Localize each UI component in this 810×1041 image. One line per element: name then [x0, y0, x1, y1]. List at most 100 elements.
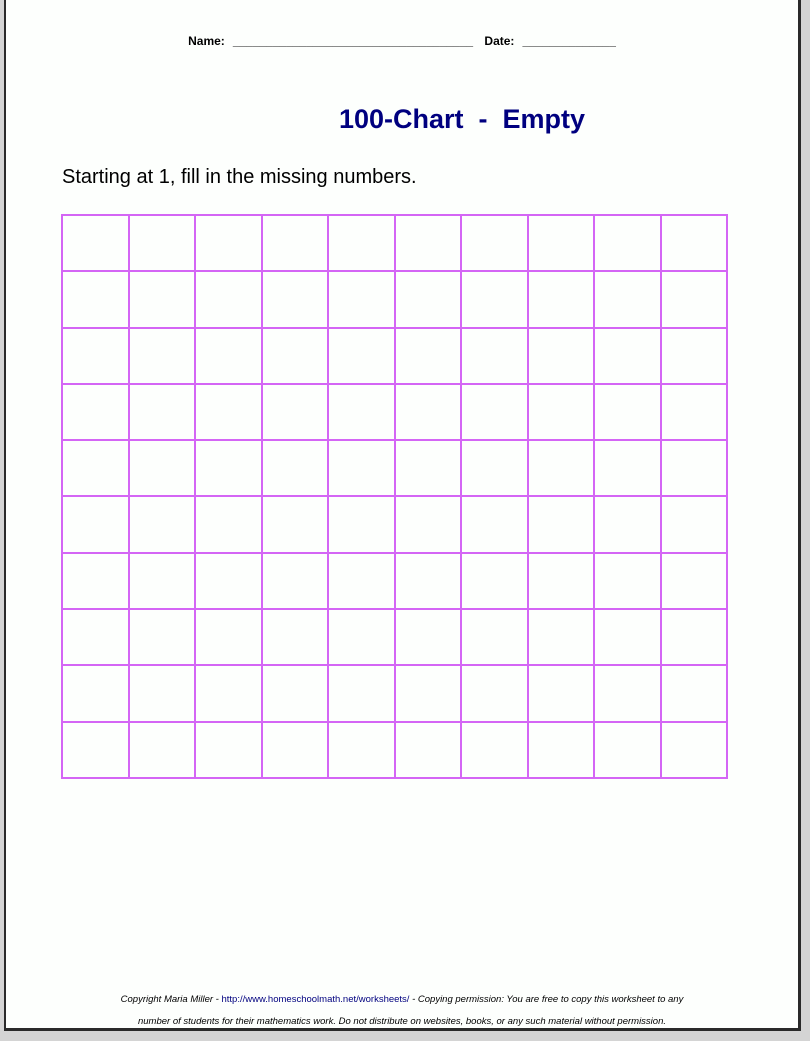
grid-cell: [593, 664, 662, 723]
date-blank: ______________: [522, 34, 616, 48]
grid-cell: [260, 720, 329, 779]
grid-cell: [393, 664, 462, 723]
grid-cell: [460, 213, 529, 273]
grid-cell: [327, 326, 396, 385]
grid-cell: [593, 608, 662, 667]
name-blank: ____________________________________: [232, 34, 474, 48]
grid-cell: [194, 720, 263, 779]
grid-cell: [194, 608, 263, 667]
grid-cell: [460, 664, 529, 723]
grid-cell: [460, 495, 529, 554]
grid-cell: [393, 439, 462, 498]
grid-cell: [260, 326, 329, 385]
grid-cell: [61, 664, 130, 723]
grid-row: [61, 326, 728, 385]
instructions: Starting at 1, fill in the missing numbe…: [62, 166, 417, 188]
grid-cell: [327, 608, 396, 667]
grid-cell: [593, 551, 662, 611]
worksheet-page: Name: ___________________________________…: [4, 0, 801, 1031]
grid-cell: [61, 439, 130, 498]
grid-cell: [393, 213, 462, 273]
grid-cell: [327, 270, 396, 329]
grid-cell: [659, 270, 728, 329]
grid-cell: [526, 608, 595, 667]
grid-cell: [659, 608, 728, 667]
grid-cell: [526, 326, 595, 385]
grid-cell: [194, 213, 263, 273]
grid-cell: [61, 213, 130, 273]
grid-cell: [327, 551, 396, 611]
grid-cell: [327, 439, 396, 498]
grid-cell: [194, 664, 263, 723]
date-label: Date:: [484, 34, 515, 48]
grid-cell: [659, 439, 728, 498]
grid-cell: [393, 551, 462, 611]
permission-text-2: number of students for their mathematics…: [137, 1016, 666, 1027]
grid-cell: [260, 608, 329, 667]
grid-cell: [526, 439, 595, 498]
grid-cell: [260, 270, 329, 329]
grid-cell: [460, 439, 529, 498]
worksheets-link[interactable]: http://www.homeschoolmath.net/worksheets…: [221, 994, 410, 1005]
grid-cell: [659, 664, 728, 723]
grid-cell: [127, 382, 196, 442]
grid-cell: [260, 495, 329, 554]
permission-text: - Copying permission: You are free to co…: [409, 994, 684, 1005]
grid-cell: [260, 664, 329, 723]
grid-cell: [393, 608, 462, 667]
grid-cell: [393, 382, 462, 442]
grid-cell: [659, 551, 728, 611]
grid-cell: [127, 439, 196, 498]
grid-cell: [260, 551, 329, 611]
grid-row: [61, 382, 728, 442]
grid-cell: [593, 495, 662, 554]
grid-cell: [526, 213, 595, 273]
grid-cell: [659, 382, 728, 442]
grid-cell: [460, 326, 529, 385]
grid-cell: [127, 270, 196, 329]
grid-row: [61, 213, 728, 273]
grid-cell: [526, 664, 595, 723]
grid-cell: [460, 270, 529, 329]
grid-row: [61, 720, 728, 779]
grid-row: [61, 270, 728, 329]
grid-cell: [659, 213, 728, 273]
copyright-text: Copyright Maria Miller -: [120, 994, 222, 1005]
hundred-chart-grid: [61, 213, 728, 779]
grid-cell: [526, 551, 595, 611]
grid-cell: [593, 382, 662, 442]
grid-cell: [127, 608, 196, 667]
grid-cell: [460, 720, 529, 779]
grid-cell: [659, 495, 728, 554]
grid-cell: [127, 326, 196, 385]
grid-cell: [61, 326, 130, 385]
grid-cell: [593, 326, 662, 385]
grid-cell: [127, 664, 196, 723]
grid-cell: [194, 551, 263, 611]
grid-cell: [61, 551, 130, 611]
grid-cell: [61, 270, 130, 329]
grid-cell: [460, 382, 529, 442]
grid-cell: [460, 608, 529, 667]
grid-cell: [327, 213, 396, 273]
grid-cell: [127, 213, 196, 273]
grid-cell: [194, 382, 263, 442]
grid-cell: [393, 495, 462, 554]
grid-cell: [61, 495, 130, 554]
grid-cell: [593, 270, 662, 329]
grid-cell: [327, 664, 396, 723]
grid-cell: [127, 720, 196, 779]
grid-cell: [61, 608, 130, 667]
footer: Copyright Maria Miller - http://www.home…: [6, 989, 798, 1033]
grid-cell: [460, 551, 529, 611]
grid-cell: [526, 720, 595, 779]
page-title: 100-Chart - Empty: [338, 104, 586, 134]
grid-cell: [526, 495, 595, 554]
grid-cell: [593, 439, 662, 498]
grid-cell: [659, 326, 728, 385]
grid-cell: [260, 439, 329, 498]
grid-row: [61, 439, 728, 498]
grid-cell: [61, 720, 130, 779]
grid-cell: [393, 326, 462, 385]
grid-cell: [260, 213, 329, 273]
